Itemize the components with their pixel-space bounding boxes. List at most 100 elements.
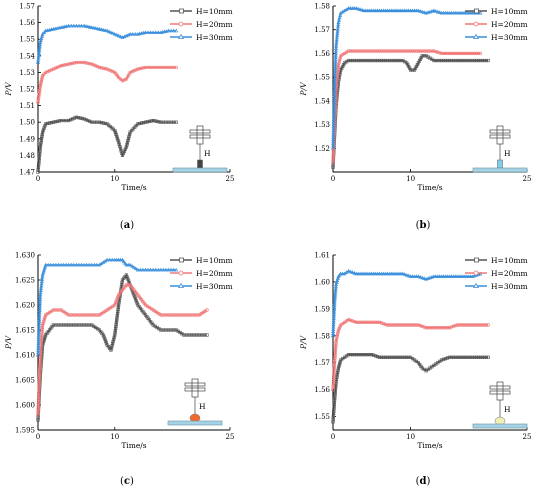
data-point xyxy=(407,64,411,69)
data-point xyxy=(115,134,119,138)
data-point xyxy=(36,348,41,352)
data-point xyxy=(471,355,475,359)
data-point xyxy=(36,408,40,413)
data-point xyxy=(126,136,131,141)
data-point xyxy=(38,357,42,362)
data-point xyxy=(358,7,363,11)
data-point xyxy=(59,262,64,267)
data-point xyxy=(53,120,57,124)
data-point xyxy=(405,355,409,359)
data-point xyxy=(97,65,102,70)
data-point xyxy=(90,62,94,66)
data-point xyxy=(101,66,105,70)
data-point xyxy=(367,271,372,276)
data-point xyxy=(463,51,467,56)
data-point xyxy=(37,384,41,388)
data-point xyxy=(126,283,130,287)
sensor-inset: H xyxy=(472,381,528,429)
data-point xyxy=(335,24,341,29)
data-point xyxy=(464,10,469,15)
y-tick-label: 1.615 xyxy=(15,327,35,335)
data-point xyxy=(437,10,442,14)
data-point xyxy=(146,30,151,34)
data-point xyxy=(420,9,425,14)
data-point xyxy=(335,33,340,37)
data-point xyxy=(404,272,409,277)
data-point xyxy=(103,121,107,126)
data-point xyxy=(416,323,421,327)
data-point xyxy=(41,130,45,134)
data-point xyxy=(336,366,341,370)
y-axis-label: P/V xyxy=(299,81,308,97)
panel-a: 1.47 1.48 1.49 1.50 1.51 1.52 1.53 1.54 1.55 1.56… xyxy=(4,3,234,232)
data-point xyxy=(389,323,393,327)
data-point xyxy=(331,331,336,336)
data-point xyxy=(72,116,77,120)
data-point xyxy=(377,355,382,359)
data-point xyxy=(157,120,161,124)
data-point xyxy=(36,58,41,62)
data-point xyxy=(389,8,394,13)
data-point xyxy=(350,270,355,274)
data-point xyxy=(484,58,488,63)
data-point xyxy=(40,34,45,38)
data-point xyxy=(38,359,42,364)
data-point xyxy=(424,325,428,330)
data-point xyxy=(430,325,434,330)
series-H=20mm xyxy=(36,60,178,104)
data-point xyxy=(377,49,382,53)
y-tick-label: 1.57 xyxy=(314,359,330,367)
data-point xyxy=(470,51,475,56)
data-point xyxy=(445,356,450,360)
data-point xyxy=(36,346,41,350)
data-point xyxy=(117,303,121,307)
data-point xyxy=(443,274,448,278)
y-tick-label: 1.47 xyxy=(19,169,35,177)
data-point xyxy=(143,267,148,272)
data-point xyxy=(474,51,479,56)
data-point xyxy=(447,325,452,330)
data-point xyxy=(118,144,122,149)
data-point xyxy=(465,51,469,56)
data-point xyxy=(331,151,336,156)
data-point xyxy=(332,372,336,376)
data-point xyxy=(387,355,391,359)
data-point xyxy=(333,345,338,350)
sample-icon xyxy=(197,159,203,169)
legend-label: H=30mm xyxy=(491,282,528,291)
data-point xyxy=(441,274,446,278)
data-point xyxy=(41,321,45,325)
data-point xyxy=(155,119,159,123)
data-point xyxy=(111,339,115,344)
data-point xyxy=(113,128,117,133)
data-point xyxy=(373,8,378,13)
data-point xyxy=(439,51,444,56)
data-point xyxy=(419,55,423,60)
data-point xyxy=(439,325,444,330)
data-point xyxy=(114,324,118,329)
data-point xyxy=(334,39,339,44)
data-point xyxy=(126,277,130,281)
y-tick-label: 1.625 xyxy=(15,277,35,285)
panel-b: 1.52 1.53 1.54 1.55 1.56 1.57 1.58 0 10 25 Time/s P… xyxy=(299,3,531,232)
data-point xyxy=(82,262,87,267)
data-point xyxy=(116,75,121,80)
x-tick-label: 0 xyxy=(36,175,40,183)
data-point xyxy=(371,8,376,13)
panel-d: 1.55 1.56 1.57 1.58 1.59 1.60 1.61 0 10 25 Time/s P… xyxy=(299,252,531,488)
data-point xyxy=(428,49,432,53)
data-point xyxy=(39,139,43,143)
data-point xyxy=(36,402,41,406)
data-point xyxy=(70,61,75,65)
data-point xyxy=(334,377,339,381)
data-point xyxy=(451,274,456,278)
data-point xyxy=(101,121,105,125)
data-point xyxy=(455,58,459,63)
data-point xyxy=(383,58,387,63)
data-point xyxy=(447,274,452,278)
data-point xyxy=(332,407,336,411)
data-point xyxy=(363,8,368,13)
data-point xyxy=(334,337,339,341)
data-point xyxy=(333,57,338,62)
data-point xyxy=(121,151,126,155)
